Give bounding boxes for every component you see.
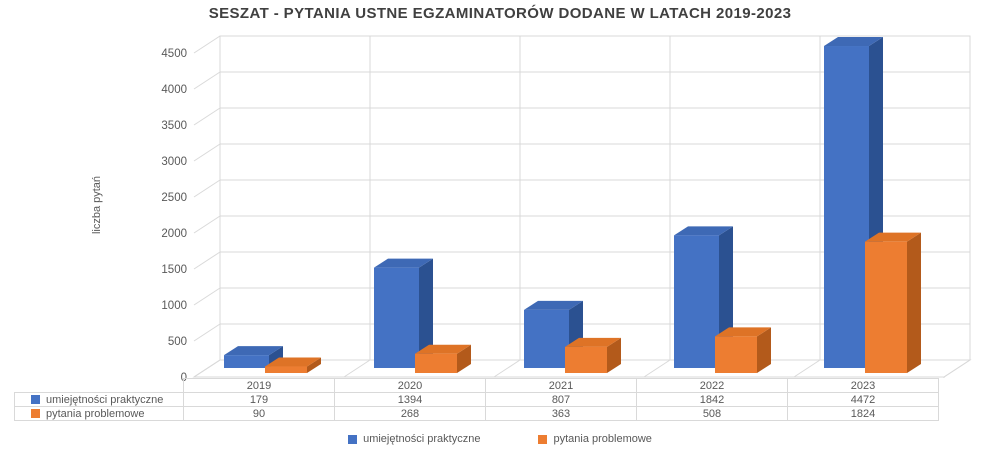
y-tick-label: 1500 — [161, 264, 187, 276]
value-cell: 179 — [183, 392, 335, 407]
data-table: 2019 2020 2021 2022 2023 umiejętności praktyc… — [14, 378, 939, 421]
value-cell: 1842 — [636, 392, 788, 407]
y-tick-label: 2000 — [161, 228, 187, 240]
y-tick-label: 3500 — [161, 120, 187, 132]
value-cell: 807 — [485, 392, 637, 407]
table-corner-cell — [15, 379, 184, 393]
bar-2022-series1 — [715, 327, 771, 373]
year-header-cell: 2023 — [787, 378, 939, 393]
y-tick-label: 1000 — [161, 300, 187, 312]
bar-2023-series1 — [865, 232, 921, 373]
legend-item: pytania problemowe — [538, 433, 652, 445]
legend-swatch-blue — [348, 434, 358, 444]
plot-area: 050010001500200025003000350040004500licz… — [91, 35, 972, 384]
value-cell: 90 — [183, 406, 335, 421]
legend: umiejętności praktyczne pytania problemo… — [0, 431, 1000, 447]
value-cell: 1824 — [787, 406, 939, 421]
legend-label: pytania problemowe — [553, 433, 652, 445]
y-tick-label: 500 — [168, 336, 187, 348]
y-tick-label: 3000 — [161, 156, 187, 168]
series-name: pytania problemowe — [46, 407, 145, 420]
y-axis-title: liczba pytań — [91, 176, 103, 234]
y-tick-label: 4000 — [161, 84, 187, 96]
series-name: umiejętności praktyczne — [46, 393, 164, 406]
value-cell: 1394 — [334, 392, 486, 407]
year-header-cell: 2019 — [183, 378, 335, 393]
y-tick-label: 2500 — [161, 192, 187, 204]
legend-label: umiejętności praktyczne — [363, 433, 481, 445]
bar-2020-series1 — [415, 344, 471, 373]
value-cell: 363 — [485, 406, 637, 421]
legend-swatch-orange — [538, 434, 548, 444]
value-cell: 4472 — [787, 392, 939, 407]
chart-title: SESZAT - PYTANIA USTNE EGZAMINATORÓW DOD… — [208, 5, 792, 22]
bar-2021-series1 — [565, 337, 621, 373]
bar-2020-series0 — [374, 258, 433, 368]
bar-2019-series1 — [265, 357, 321, 373]
legend-item: umiejętności praktyczne — [348, 433, 480, 445]
year-header-cell: 2021 — [485, 378, 637, 393]
series-label-cell: pytania problemowe — [14, 406, 184, 421]
y-tick-label: 4500 — [161, 48, 187, 60]
value-cell: 268 — [334, 406, 486, 421]
year-header-cell: 2020 — [334, 378, 486, 393]
value-cell: 508 — [636, 406, 788, 421]
series-label-cell: umiejętności praktyczne — [14, 392, 184, 407]
series-swatch — [31, 408, 40, 418]
year-header-cell: 2022 — [636, 378, 788, 393]
series-swatch — [31, 394, 40, 404]
